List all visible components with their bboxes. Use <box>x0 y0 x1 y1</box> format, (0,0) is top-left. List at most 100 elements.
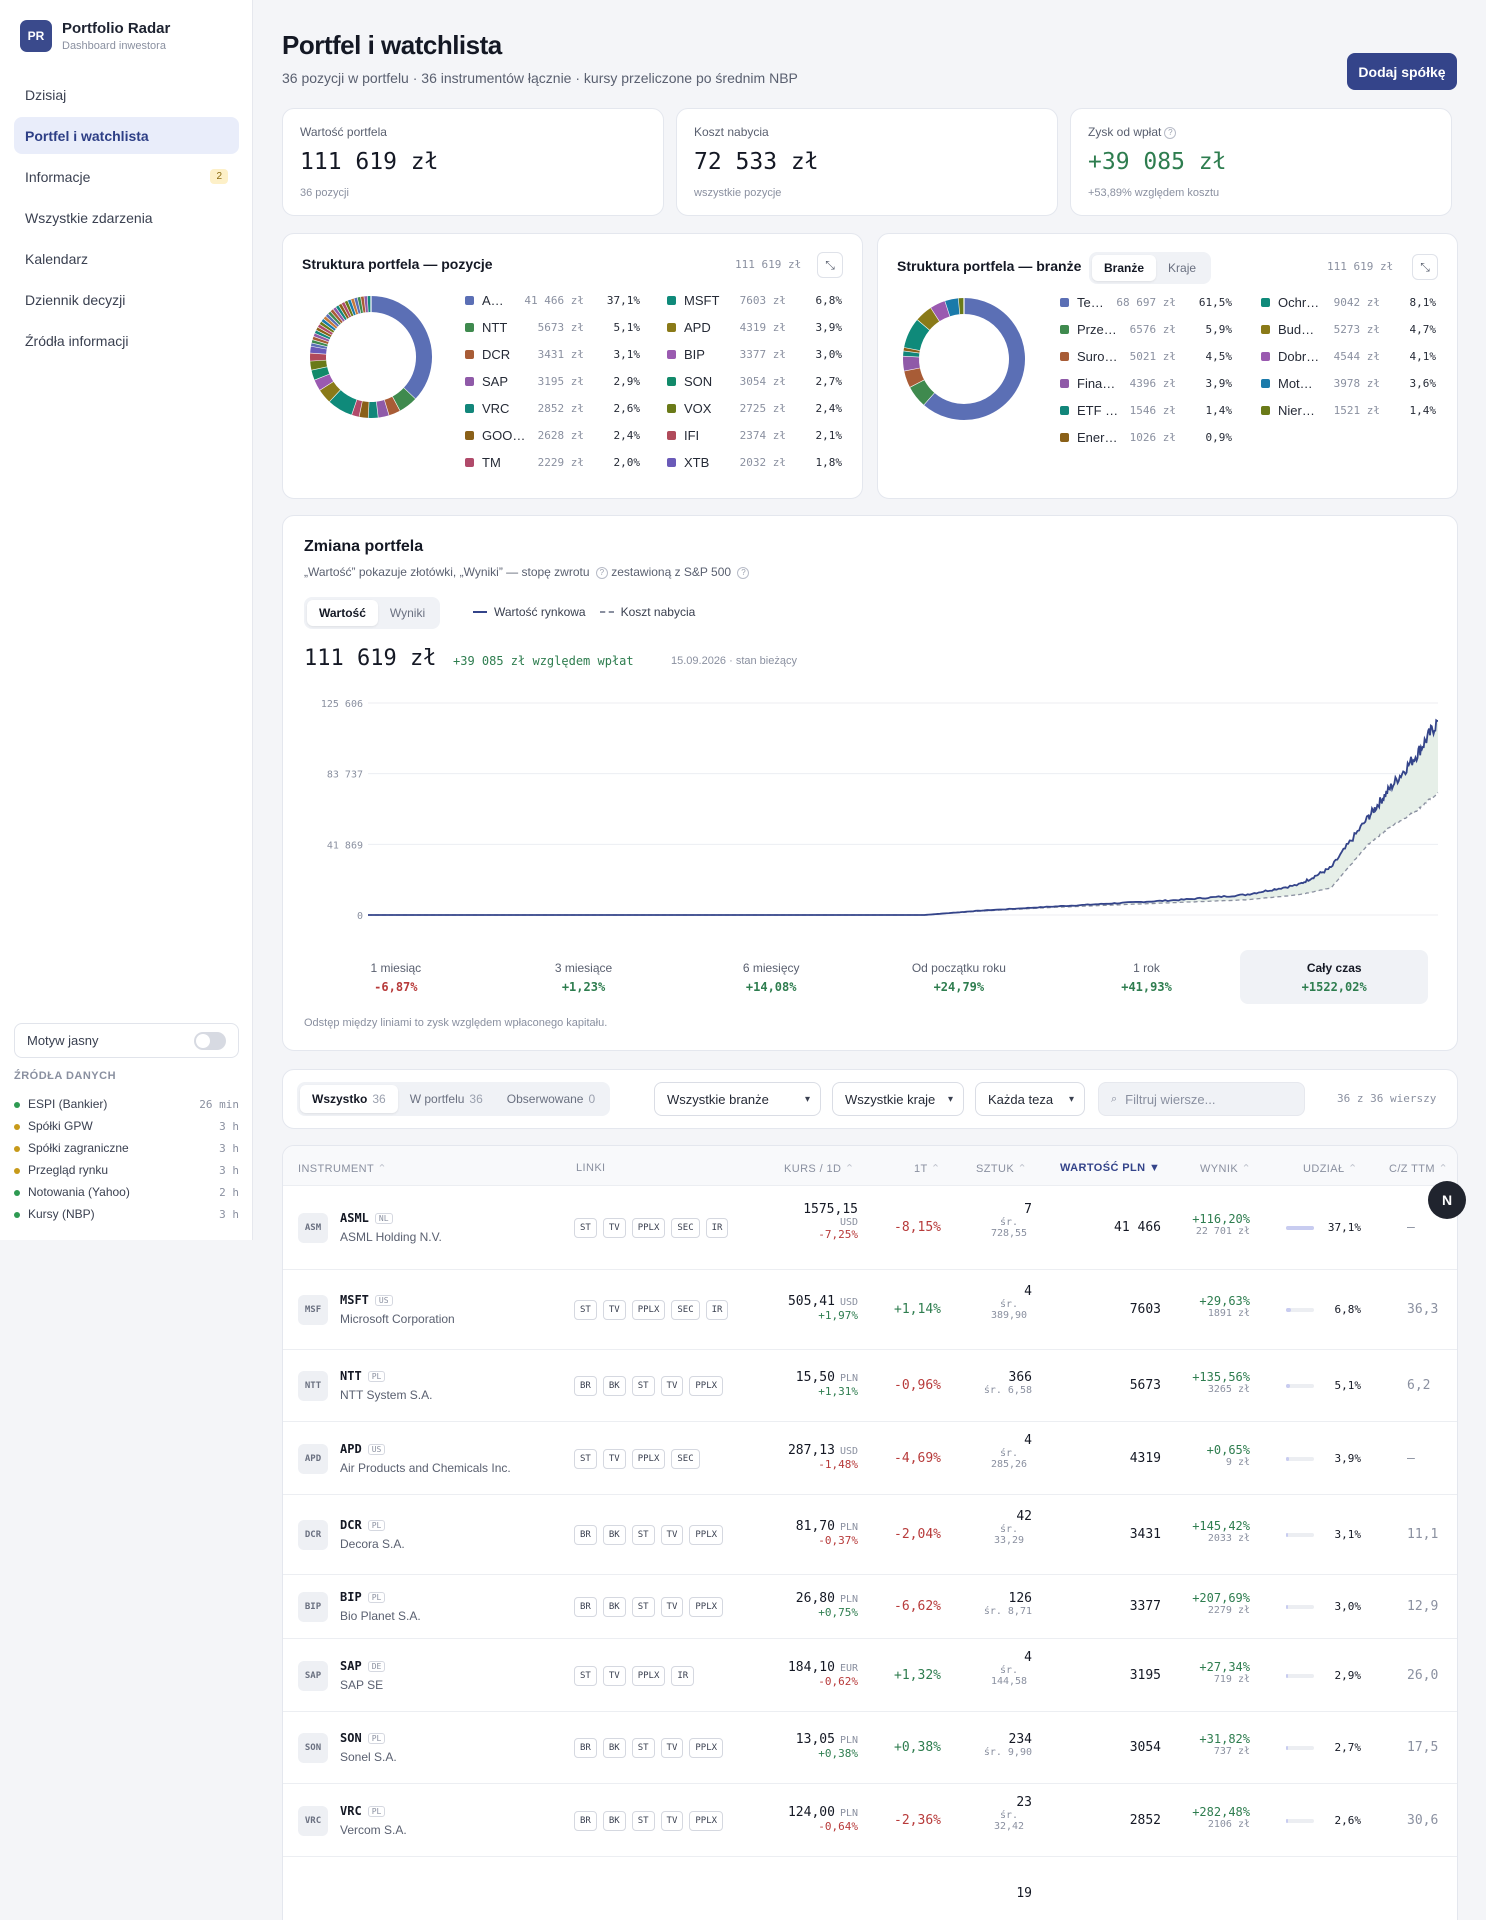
link-sec[interactable]: SEC <box>671 1218 700 1238</box>
link-st[interactable]: ST <box>574 1218 597 1238</box>
link-st[interactable]: ST <box>631 1525 655 1545</box>
link-br[interactable]: BR <box>574 1810 597 1831</box>
table-row[interactable]: MSF MSFT US Microsoft Corporation ST TV PPLX SE… <box>283 1269 1457 1349</box>
period-1[interactable]: 3 miesiące +1,23% <box>490 950 678 1004</box>
link-pplx[interactable]: PPLX <box>631 1448 666 1469</box>
link-bk[interactable]: BK <box>602 1738 626 1758</box>
sidebar-item-4[interactable]: Kalendarz <box>14 240 239 277</box>
table-row[interactable]: SAP SAP DE SAP SE ST TV PPLX IR 184,10 EUR -0,62% +… <box>283 1638 1457 1711</box>
table-row[interactable]: DCR DCR PL Decora S.A. BR BK ST TV PPLX 81,70 PLN -… <box>283 1494 1457 1574</box>
tab-wartosc[interactable]: Wartość <box>307 600 378 626</box>
col-price[interactable]: KURS / 1D ⌃ <box>784 1163 855 1175</box>
link-tv[interactable]: TV <box>660 1597 684 1617</box>
filter-tab-2[interactable]: Obserwowane 0 <box>495 1085 607 1113</box>
ticker-symbol-wrap[interactable]: VRC PL <box>340 1804 386 1818</box>
link-br[interactable]: BR <box>574 1597 597 1617</box>
link-st[interactable]: ST <box>574 1448 597 1469</box>
help-icon[interactable]: ? <box>737 566 750 579</box>
link-ir[interactable]: IR <box>705 1300 729 1320</box>
table-row[interactable]: BIP BIP PL Bio Planet S.A. BR BK ST TV PPLX 26,80… <box>283 1574 1457 1638</box>
link-tv[interactable]: TV <box>660 1525 684 1545</box>
col-1t[interactable]: 1T ⌃ <box>914 1163 941 1175</box>
ticker-symbol-wrap[interactable]: ASML NL <box>340 1211 393 1225</box>
link-bk[interactable]: BK <box>602 1376 626 1396</box>
link-tv[interactable]: TV <box>660 1738 684 1758</box>
link-br[interactable]: BR <box>574 1738 597 1758</box>
theme-toggle-switch[interactable] <box>194 1031 226 1050</box>
table-row[interactable]: SON SON PL Sonel S.A. BR BK ST TV PPLX 13,05 PLN +0… <box>283 1711 1457 1783</box>
link-ir[interactable]: IR <box>705 1218 729 1238</box>
period-0[interactable]: 1 miesiąc -6,87% <box>302 950 490 1004</box>
sidebar-item-3[interactable]: Wszystkie zdarzenia <box>14 199 239 236</box>
table-row[interactable]: NTT NTT PL NTT System S.A. BR BK ST TV PPLX 15,50… <box>283 1349 1457 1421</box>
link-pplx[interactable]: PPLX <box>631 1665 666 1686</box>
table-row[interactable]: APD APD US Air Products and Chemicals Inc. S… <box>283 1421 1457 1494</box>
link-tv[interactable]: TV <box>660 1810 684 1831</box>
filter-tab-1[interactable]: W portfelu 36 <box>398 1085 495 1113</box>
link-pplx[interactable]: PPLX <box>631 1300 666 1320</box>
tab-kraje[interactable]: Kraje <box>1168 261 1197 275</box>
table-row[interactable]: ASM ASML NL ASML Holding N.V. ST TV PPLX SEC IR 1… <box>283 1185 1457 1269</box>
link-st[interactable]: ST <box>574 1300 597 1320</box>
ticker-symbol-wrap[interactable]: BIP PL <box>340 1590 386 1604</box>
col-result[interactable]: WYNIK ⌃ <box>1200 1163 1252 1175</box>
link-pplx[interactable]: PPLX <box>689 1525 724 1545</box>
sidebar-item-6[interactable]: Źródła informacji <box>14 322 239 359</box>
link-pplx[interactable]: PPLX <box>631 1218 666 1238</box>
link-st[interactable]: ST <box>631 1810 655 1831</box>
expand-icon[interactable]: ⤡ <box>817 252 843 278</box>
link-tv[interactable]: TV <box>602 1665 626 1686</box>
col-value[interactable]: WARTOŚĆ PLN ▼ <box>1060 1162 1161 1174</box>
link-tv[interactable]: TV <box>602 1300 626 1320</box>
col-share[interactable]: UDZIAŁ ⌃ <box>1303 1163 1358 1175</box>
table-row[interactable]: VRC VRC PL Vercom S.A. BR BK ST TV PPLX 124,00 PLN… <box>283 1783 1457 1856</box>
expand-icon[interactable]: ⤡ <box>1412 254 1438 280</box>
link-br[interactable]: BR <box>574 1376 597 1396</box>
add-company-button[interactable]: Dodaj spółkę <box>1347 53 1457 90</box>
filter-rows-input[interactable]: ⌕ Filtruj wiersze... <box>1098 1082 1305 1116</box>
link-tv[interactable]: TV <box>660 1376 684 1396</box>
link-ir[interactable]: IR <box>671 1665 695 1686</box>
ticker-symbol-wrap[interactable]: APD US <box>340 1442 386 1456</box>
tab-wyniki[interactable]: Wyniki <box>389 606 426 620</box>
ticker-symbol-wrap[interactable]: SAP DE <box>340 1659 386 1673</box>
sidebar-item-0[interactable]: Dzisiaj <box>14 76 239 113</box>
sidebar-item-2[interactable]: Informacje 2 <box>14 158 239 195</box>
country-select[interactable]: Wszystkie kraje ▾ <box>832 1082 964 1116</box>
help-icon[interactable]: ? <box>595 566 608 579</box>
link-bk[interactable]: BK <box>602 1597 626 1617</box>
sidebar-item-1[interactable]: Portfel i watchlista <box>14 117 239 154</box>
col-instrument[interactable]: INSTRUMENT ⌃ <box>298 1163 388 1175</box>
link-bk[interactable]: BK <box>602 1810 626 1831</box>
tab-branze[interactable]: Branże <box>1092 255 1157 281</box>
assistant-button[interactable]: N <box>1428 1181 1466 1219</box>
help-icon[interactable]: ? <box>1164 126 1177 139</box>
app-logo[interactable]: PR <box>20 20 52 52</box>
period-2[interactable]: 6 miesięcy +14,08% <box>677 950 865 1004</box>
link-st[interactable]: ST <box>574 1665 597 1686</box>
col-pe[interactable]: C/Z TTM ⌃ <box>1389 1163 1449 1175</box>
period-3[interactable]: Od początku roku +24,79% <box>865 950 1053 1004</box>
thesis-select[interactable]: Każda teza ▾ <box>975 1082 1085 1116</box>
filter-tab-0[interactable]: Wszystko 36 <box>300 1085 398 1113</box>
link-bk[interactable]: BK <box>602 1525 626 1545</box>
link-pplx[interactable]: PPLX <box>689 1738 724 1758</box>
theme-toggle-row[interactable]: Motyw jasny <box>14 1023 239 1058</box>
period-5[interactable]: Cały czas +1522,02% <box>1240 950 1429 1004</box>
sector-select[interactable]: Wszystkie branże ▾ <box>654 1082 821 1116</box>
ticker-symbol-wrap[interactable]: SON PL <box>340 1731 386 1745</box>
link-pplx[interactable]: PPLX <box>689 1597 724 1617</box>
period-4[interactable]: 1 rok +41,93% <box>1053 950 1241 1004</box>
sidebar-item-5[interactable]: Dziennik decyzji <box>14 281 239 318</box>
link-sec[interactable]: SEC <box>671 1448 700 1469</box>
link-tv[interactable]: TV <box>602 1218 626 1238</box>
link-st[interactable]: ST <box>631 1597 655 1617</box>
ticker-symbol-wrap[interactable]: DCR PL <box>340 1518 386 1532</box>
link-st[interactable]: ST <box>631 1376 655 1396</box>
ticker-symbol-wrap[interactable]: NTT PL <box>340 1369 386 1383</box>
link-st[interactable]: ST <box>631 1738 655 1758</box>
ticker-symbol-wrap[interactable]: MSFT US <box>340 1293 393 1307</box>
link-tv[interactable]: TV <box>602 1448 626 1469</box>
link-pplx[interactable]: PPLX <box>689 1376 724 1396</box>
link-sec[interactable]: SEC <box>671 1300 700 1320</box>
